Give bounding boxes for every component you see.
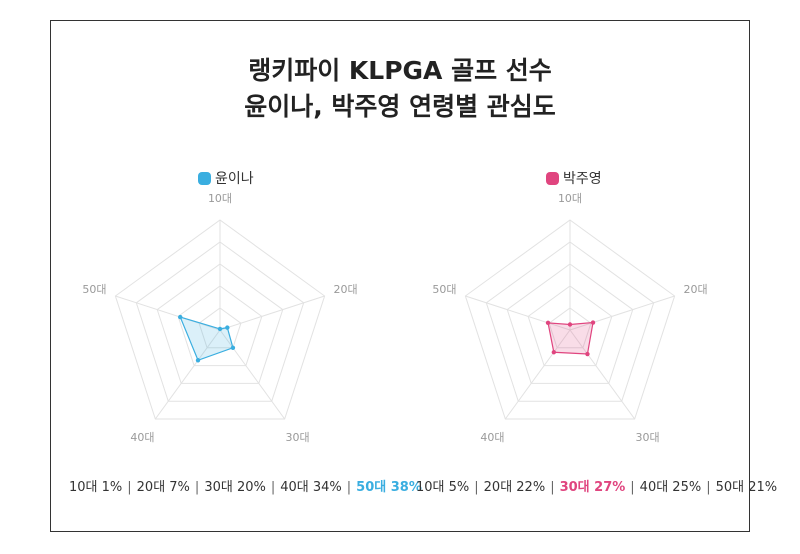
spoke-yoon-3 xyxy=(154,329,221,420)
data-point-yoon-2 xyxy=(230,345,236,350)
summary-item-yoon-2: 30대 20% xyxy=(204,480,266,495)
legend-park: 박주영 xyxy=(546,168,602,188)
axis-label-yoon-1: 20대 xyxy=(333,283,357,296)
axis-label-park-1: 20대 xyxy=(683,283,707,296)
chart-frame xyxy=(50,20,750,532)
spoke-park-3 xyxy=(504,329,571,420)
data-point-yoon-1 xyxy=(225,325,230,330)
summary-item-yoon-4: 50대 38% xyxy=(356,480,422,495)
spoke-park-4 xyxy=(465,295,571,331)
spoke-yoon-2 xyxy=(219,329,286,420)
grid-ring-yoon-1 xyxy=(198,307,242,349)
axis-label-yoon-0: 10대 xyxy=(208,192,232,205)
legend-swatch-park xyxy=(546,171,559,185)
chart-title-line1: 랭키파이 KLPGA 골프 선수 xyxy=(248,56,552,85)
chart-title-line2: 윤이나, 박주영 연령별 관심도 xyxy=(244,92,556,121)
legend-yoon: 윤이나 xyxy=(198,168,254,188)
data-point-park-1 xyxy=(590,320,596,325)
summary-park: 10대 5% | 20대 22% | 30대 27% | 40대 25% | 50대 21% xyxy=(416,476,777,495)
summary-item-yoon-3: 40대 34% xyxy=(280,480,342,495)
grid-ring-yoon-3 xyxy=(156,263,284,384)
grid-ring-park-2 xyxy=(527,285,613,367)
data-point-park-4 xyxy=(545,320,551,326)
axis-label-park-4: 50대 xyxy=(432,283,456,296)
summary-separator: | xyxy=(630,480,635,495)
spoke-park-2 xyxy=(569,329,636,420)
summary-separator: | xyxy=(194,480,200,495)
axis-label-park-3: 40대 xyxy=(480,431,504,444)
legend-swatch-yoon xyxy=(198,171,211,185)
summary-item-park-2: 30대 27% xyxy=(559,480,626,495)
legend-label-park: 박주영 xyxy=(563,171,602,187)
spoke-yoon-1 xyxy=(219,295,325,331)
data-point-park-2 xyxy=(585,351,590,357)
grid-ring-park-4 xyxy=(485,241,655,402)
summary-separator: | xyxy=(127,480,132,495)
grid-ring-yoon-2 xyxy=(177,285,263,367)
grid-ring-yoon-4 xyxy=(135,241,305,402)
grid-ring-park-1 xyxy=(548,307,592,349)
axis-label-yoon-2: 30대 xyxy=(286,431,310,444)
axis-label-park-0: 10대 xyxy=(558,192,582,205)
series-area-park xyxy=(547,321,594,355)
data-point-park-0 xyxy=(567,322,573,327)
summary-item-park-3: 40대 25% xyxy=(639,480,702,495)
data-point-yoon-4 xyxy=(178,314,183,320)
grid-ring-park-3 xyxy=(506,263,634,384)
summary-separator: | xyxy=(346,480,352,495)
series-area-yoon xyxy=(179,316,234,362)
axis-label-yoon-4: 50대 xyxy=(82,283,106,296)
data-point-yoon-3 xyxy=(195,358,201,363)
data-point-park-3 xyxy=(551,350,557,355)
summary-separator: | xyxy=(474,480,479,495)
summary-item-yoon-0: 10대 1% xyxy=(69,480,123,495)
summary-item-park-0: 10대 5% xyxy=(416,480,470,495)
data-point-yoon-0 xyxy=(217,326,223,332)
summary-item-park-4: 50대 21% xyxy=(715,480,778,495)
grid-ring-yoon-5 xyxy=(114,219,326,420)
summary-item-yoon-1: 20대 7% xyxy=(136,480,190,495)
grid-ring-park-5 xyxy=(464,219,676,420)
summary-yoon: 10대 1% | 20대 7% | 30대 20% | 40대 34% | 50대 38% xyxy=(69,476,422,495)
summary-item-park-1: 20대 22% xyxy=(483,480,546,495)
axis-label-yoon-3: 40대 xyxy=(130,431,154,444)
axis-label-park-2: 30대 xyxy=(636,431,660,444)
spoke-park-1 xyxy=(569,295,675,331)
summary-separator: | xyxy=(706,480,711,495)
summary-separator: | xyxy=(550,480,555,495)
legend-label-yoon: 윤이나 xyxy=(215,171,254,187)
summary-separator: | xyxy=(270,480,276,495)
